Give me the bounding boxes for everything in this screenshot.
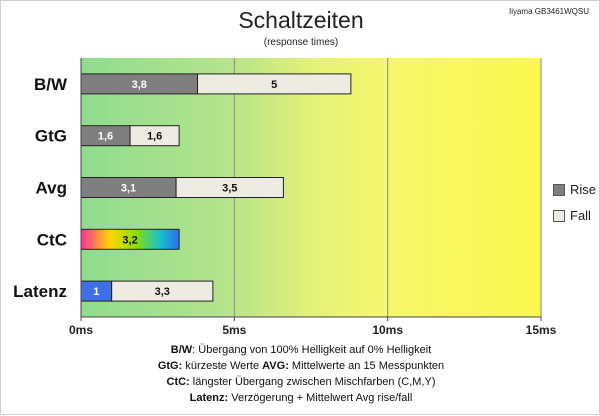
x-tick-label: 5ms bbox=[222, 323, 246, 337]
bar-rise-label: 3,2 bbox=[122, 234, 137, 246]
category-label: Avg bbox=[36, 179, 68, 198]
note-ctc: CtC: längster Übergang zwischen Mischfar… bbox=[166, 376, 436, 388]
chart-subtitle: (response times) bbox=[263, 37, 339, 48]
bar-fall-label: 5 bbox=[271, 79, 277, 91]
note-latency: Latenz: Verzögerung + Mittelwert Avg ris… bbox=[189, 392, 413, 404]
x-tick-label: 15ms bbox=[526, 323, 557, 337]
x-tick-label: 10ms bbox=[372, 323, 403, 337]
legend-rise: Rise bbox=[553, 181, 596, 197]
legend-fall-swatch bbox=[553, 209, 565, 222]
bar-rise-label: 3,1 bbox=[121, 183, 136, 195]
bar-rise-label: 3,8 bbox=[132, 79, 147, 91]
bar-fall bbox=[175, 177, 284, 198]
category-label: Latenz bbox=[13, 282, 67, 301]
note-bw: B/W: Übergang von 100% Helligkeit auf 0%… bbox=[170, 344, 432, 356]
bar-fall-label: 1,6 bbox=[147, 131, 162, 143]
bar-rise-label: 1,6 bbox=[98, 131, 113, 143]
legend-fall: Fall bbox=[553, 207, 591, 223]
bar-fall-label: 3,3 bbox=[155, 286, 170, 298]
x-tick-label: 0ms bbox=[69, 323, 93, 337]
legend-rise-label: Rise bbox=[570, 182, 597, 198]
bar-fall bbox=[197, 73, 352, 95]
monitor-model-label: Iiyama GB3461WQSU bbox=[508, 7, 589, 16]
legend-fall-label: Fall bbox=[570, 208, 591, 224]
category-label: B/W bbox=[34, 75, 68, 94]
category-label: GtG bbox=[35, 127, 67, 146]
chart-title: Schaltzeiten bbox=[238, 7, 364, 33]
category-label: CtC bbox=[37, 230, 67, 249]
bar-fall-label: 3,5 bbox=[222, 183, 237, 195]
note-gtg-avg: GtG: kürzeste Werte AVG: Mittelwerte an … bbox=[157, 360, 445, 372]
bar-fall bbox=[129, 125, 180, 147]
bar-fall bbox=[111, 280, 214, 302]
legend-rise-swatch bbox=[553, 183, 565, 196]
bar-rise-label: 1 bbox=[93, 286, 99, 298]
